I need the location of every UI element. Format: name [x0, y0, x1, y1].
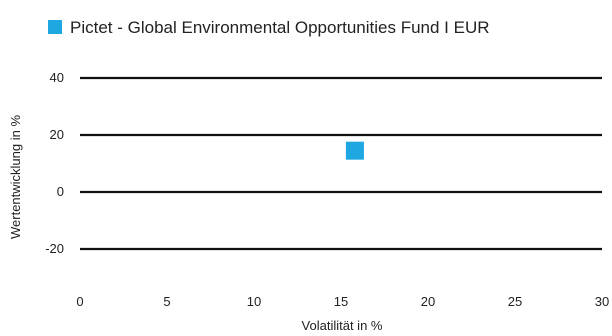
x-axis-label: Volatilität in % — [302, 318, 383, 333]
legend-swatch — [48, 20, 62, 34]
x-tick-label: 25 — [508, 294, 522, 309]
x-tick-label: 15 — [334, 294, 348, 309]
y-tick-label: 0 — [57, 184, 64, 199]
x-axis-ticks: 0 5 10 15 20 25 30 — [76, 294, 609, 309]
legend-label: Pictet - Global Environmental Opportunit… — [70, 18, 490, 37]
data-point — [345, 141, 364, 160]
x-tick-label: 30 — [595, 294, 609, 309]
y-axis-label: Wertentwicklung in % — [8, 115, 23, 239]
data-points — [345, 141, 364, 160]
legend: Pictet - Global Environmental Opportunit… — [48, 18, 490, 37]
x-tick-label: 20 — [421, 294, 435, 309]
x-tick-label: 0 — [76, 294, 83, 309]
y-tick-label: 20 — [50, 127, 64, 142]
y-tick-label: 40 — [50, 70, 64, 85]
horizontal-grid — [80, 76, 602, 251]
y-tick-label: -20 — [45, 241, 64, 256]
x-tick-label: 5 — [163, 294, 170, 309]
x-tick-label: 10 — [247, 294, 261, 309]
y-axis-ticks: 40 20 0 -20 — [45, 70, 64, 256]
